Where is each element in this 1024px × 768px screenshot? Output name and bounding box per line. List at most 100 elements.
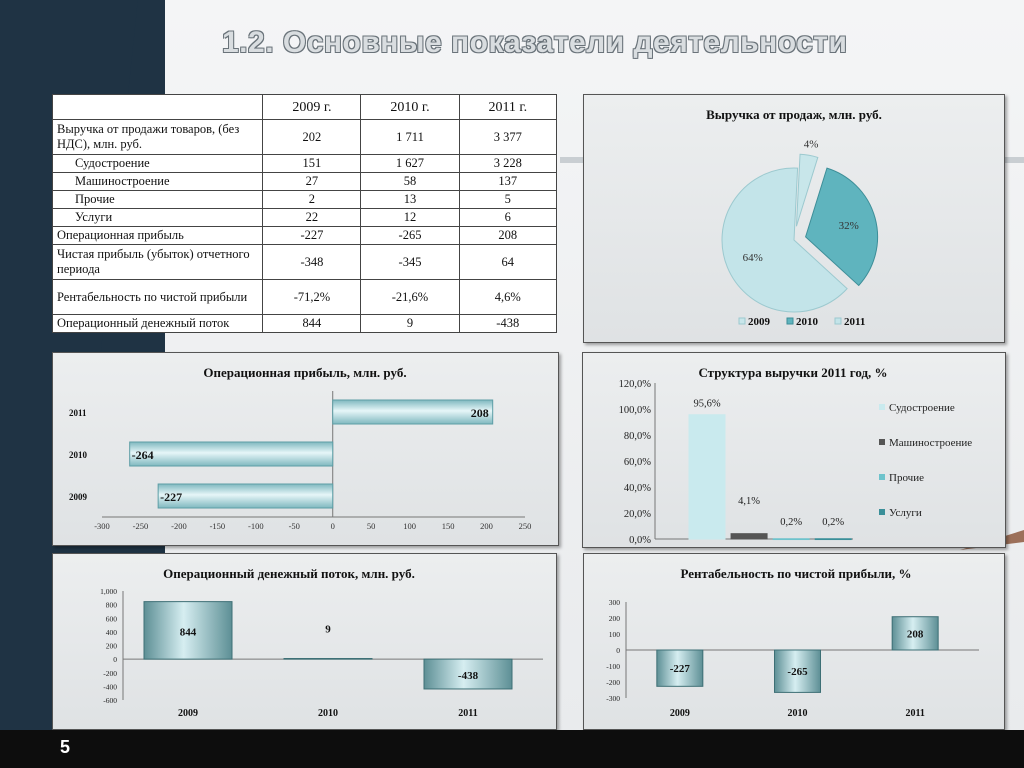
table-cell: 2	[262, 190, 362, 209]
tick-label: 800	[106, 601, 118, 610]
table-cell: 3 377	[458, 119, 558, 155]
data-label: 844	[180, 626, 197, 638]
table-header-cell: 2010 г.	[360, 94, 460, 120]
bar	[656, 649, 704, 687]
revenue-pie-chart: Выручка от продаж, млн. руб. 4% 32% 64% 2009…	[706, 107, 882, 328]
legend-swatch	[879, 439, 885, 445]
table-row-label: Выручка от продажи товаров, (без НДС), м…	[51, 119, 264, 155]
tick-label: -150	[210, 521, 226, 531]
tick-label: 100	[403, 521, 416, 531]
table-cell: 844	[262, 314, 362, 333]
chart-title: Операционный денежный поток, млн. руб.	[163, 566, 415, 581]
legend-label: Судостроение	[889, 402, 955, 414]
legend-swatch	[834, 317, 842, 325]
net-margin-panel: Рентабельность по чистой прибыли, % -300 -…	[583, 553, 1005, 730]
tick-label: -200	[171, 521, 187, 531]
data-label: 208	[471, 406, 489, 420]
tick-label: 80,0%	[624, 431, 651, 442]
tick-label: 40,0%	[624, 483, 651, 494]
tick-label: 0	[331, 521, 335, 531]
data-label: -227	[670, 663, 691, 675]
data-label: 208	[907, 628, 924, 640]
table-cell: -71,2%	[262, 279, 362, 315]
table-row: Операционный денежный поток 844 9 -438	[51, 314, 558, 333]
table-row: Судостроение 151 1 627 3 228	[51, 154, 558, 173]
op-cash-flow-panel: Операционный денежный поток, млн. руб. -6…	[52, 553, 557, 730]
data-label: -227	[160, 490, 182, 504]
tick-label: 100	[609, 630, 621, 639]
bar	[332, 399, 494, 425]
table-cell: -227	[262, 226, 362, 245]
table-body: Выручка от продажи товаров, (без НДС), м…	[51, 119, 558, 333]
category-label: 2009	[178, 708, 198, 719]
data-label: 32%	[839, 220, 859, 232]
tick-label: 60,0%	[624, 457, 651, 468]
data-label: 9	[325, 624, 331, 636]
tick-label: -600	[103, 696, 117, 705]
page-number: 5	[60, 737, 71, 757]
table-header-cell: 2011 г.	[458, 94, 558, 120]
data-label: 4,1%	[738, 496, 760, 507]
category-label: 2010	[69, 450, 88, 460]
category-label: 2011	[458, 708, 477, 719]
table-row-label: Операционная прибыль	[51, 226, 264, 245]
tick-label: 250	[519, 521, 532, 531]
table-cell: -438	[458, 314, 558, 333]
tick-label: 0	[113, 655, 117, 664]
revenue-structure-panel: Структура выручки 2011 год, % 0,0% 20,0% 40…	[582, 352, 1006, 548]
tick-label: 0,0%	[629, 535, 651, 546]
net-margin-chart: Рентабельность по чистой прибыли, % -300 -…	[606, 566, 979, 719]
table-cell: 13	[360, 190, 460, 209]
tick-label: 20,0%	[624, 509, 651, 520]
table-row: Прочие 2 13 5	[51, 190, 558, 209]
table-header-cell: 2009 г.	[262, 94, 362, 120]
op-cash-flow-chart: Операционный денежный поток, млн. руб. -6…	[100, 566, 543, 719]
bar	[730, 533, 768, 540]
table-cell: 1 627	[360, 154, 460, 173]
data-label: -264	[132, 448, 154, 462]
tick-label: 1,000	[100, 587, 117, 596]
table-row-label: Машиностроение	[51, 172, 264, 191]
legend-label: 2009	[748, 316, 771, 328]
op-profit-panel: Операционная прибыль, млн. руб. -300 -250 -…	[52, 352, 559, 546]
table-cell: 22	[262, 208, 362, 227]
table-row: Выручка от продажи товаров, (без НДС), м…	[51, 119, 558, 155]
bar	[772, 538, 810, 541]
pie-slice	[721, 167, 848, 313]
tick-label: 150	[442, 521, 455, 531]
tick-label: -50	[289, 521, 300, 531]
tick-label: 600	[106, 614, 118, 623]
table-row: Услуги 22 12 6	[51, 208, 558, 227]
tick-label: 120,0%	[619, 379, 652, 390]
data-label: 0,2%	[822, 517, 844, 528]
table-cell: 58	[360, 172, 460, 191]
legend-swatch	[879, 474, 885, 480]
category-label: 2010	[318, 708, 338, 719]
tick-label: 200	[106, 642, 118, 651]
chart-title: Выручка от продаж, млн. руб.	[706, 107, 882, 122]
tick-label: 200	[480, 521, 493, 531]
bar	[688, 414, 726, 540]
table-row-label: Рентабельность по чистой прибыли	[51, 279, 264, 315]
table-cell: 5	[458, 190, 558, 209]
footer-bar	[0, 730, 1024, 768]
table-header-cell	[51, 94, 264, 120]
table-cell: 208	[458, 226, 558, 245]
tick-label: -300	[606, 694, 620, 703]
chart-title: Структура выручки 2011 год, %	[698, 365, 887, 380]
revenue-pie-panel: Выручка от продаж, млн. руб. 4% 32% 64% 2009…	[583, 94, 1005, 343]
legend-swatch	[879, 404, 885, 410]
bar	[157, 483, 334, 509]
table-row: Рентабельность по чистой прибыли -71,2% -2…	[51, 279, 558, 315]
bar	[129, 441, 334, 467]
tick-label: -300	[94, 521, 110, 531]
table-cell: 202	[262, 119, 362, 155]
tick-label: -200	[103, 669, 117, 678]
tick-label: -100	[248, 521, 264, 531]
bar	[283, 658, 373, 660]
tick-label: 100,0%	[619, 405, 652, 416]
data-label: -265	[787, 666, 808, 678]
category-label: 2011	[905, 708, 924, 719]
tick-label: -400	[103, 682, 117, 691]
table-cell: -345	[360, 244, 460, 280]
